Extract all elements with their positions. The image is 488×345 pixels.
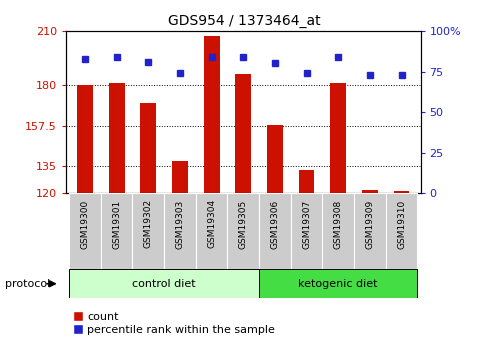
Text: GSM19306: GSM19306 xyxy=(270,199,279,248)
Bar xyxy=(330,83,346,193)
Bar xyxy=(259,269,417,298)
Bar xyxy=(393,191,408,193)
Bar xyxy=(195,193,227,269)
Bar xyxy=(108,83,124,193)
Bar xyxy=(266,125,282,193)
Text: GSM19309: GSM19309 xyxy=(365,199,374,248)
Bar xyxy=(69,193,101,269)
Bar xyxy=(235,74,251,193)
Text: control diet: control diet xyxy=(132,279,196,289)
Bar xyxy=(361,190,377,193)
Text: GSM19307: GSM19307 xyxy=(302,199,310,248)
Bar xyxy=(203,37,219,193)
Bar xyxy=(322,193,353,269)
Text: protocol: protocol xyxy=(5,279,50,289)
Text: GSM19310: GSM19310 xyxy=(396,199,405,248)
Legend: count, percentile rank within the sample: count, percentile rank within the sample xyxy=(69,307,279,339)
Text: GSM19304: GSM19304 xyxy=(207,199,216,248)
Bar xyxy=(140,103,156,193)
Text: GSM19305: GSM19305 xyxy=(238,199,247,248)
Bar xyxy=(132,193,164,269)
Text: GDS954 / 1373464_at: GDS954 / 1373464_at xyxy=(168,14,320,28)
Bar xyxy=(172,161,187,193)
Bar xyxy=(69,269,259,298)
Bar xyxy=(101,193,132,269)
Bar xyxy=(353,193,385,269)
Bar xyxy=(259,193,290,269)
Bar xyxy=(298,170,314,193)
Text: GSM19302: GSM19302 xyxy=(143,199,153,248)
Text: GSM19300: GSM19300 xyxy=(81,199,89,248)
Bar xyxy=(290,193,322,269)
Bar xyxy=(227,193,259,269)
Text: GSM19301: GSM19301 xyxy=(112,199,121,248)
Text: GSM19303: GSM19303 xyxy=(175,199,184,248)
Bar xyxy=(77,85,93,193)
Bar xyxy=(164,193,195,269)
Bar xyxy=(385,193,417,269)
Text: GSM19308: GSM19308 xyxy=(333,199,342,248)
Text: ketogenic diet: ketogenic diet xyxy=(298,279,377,289)
